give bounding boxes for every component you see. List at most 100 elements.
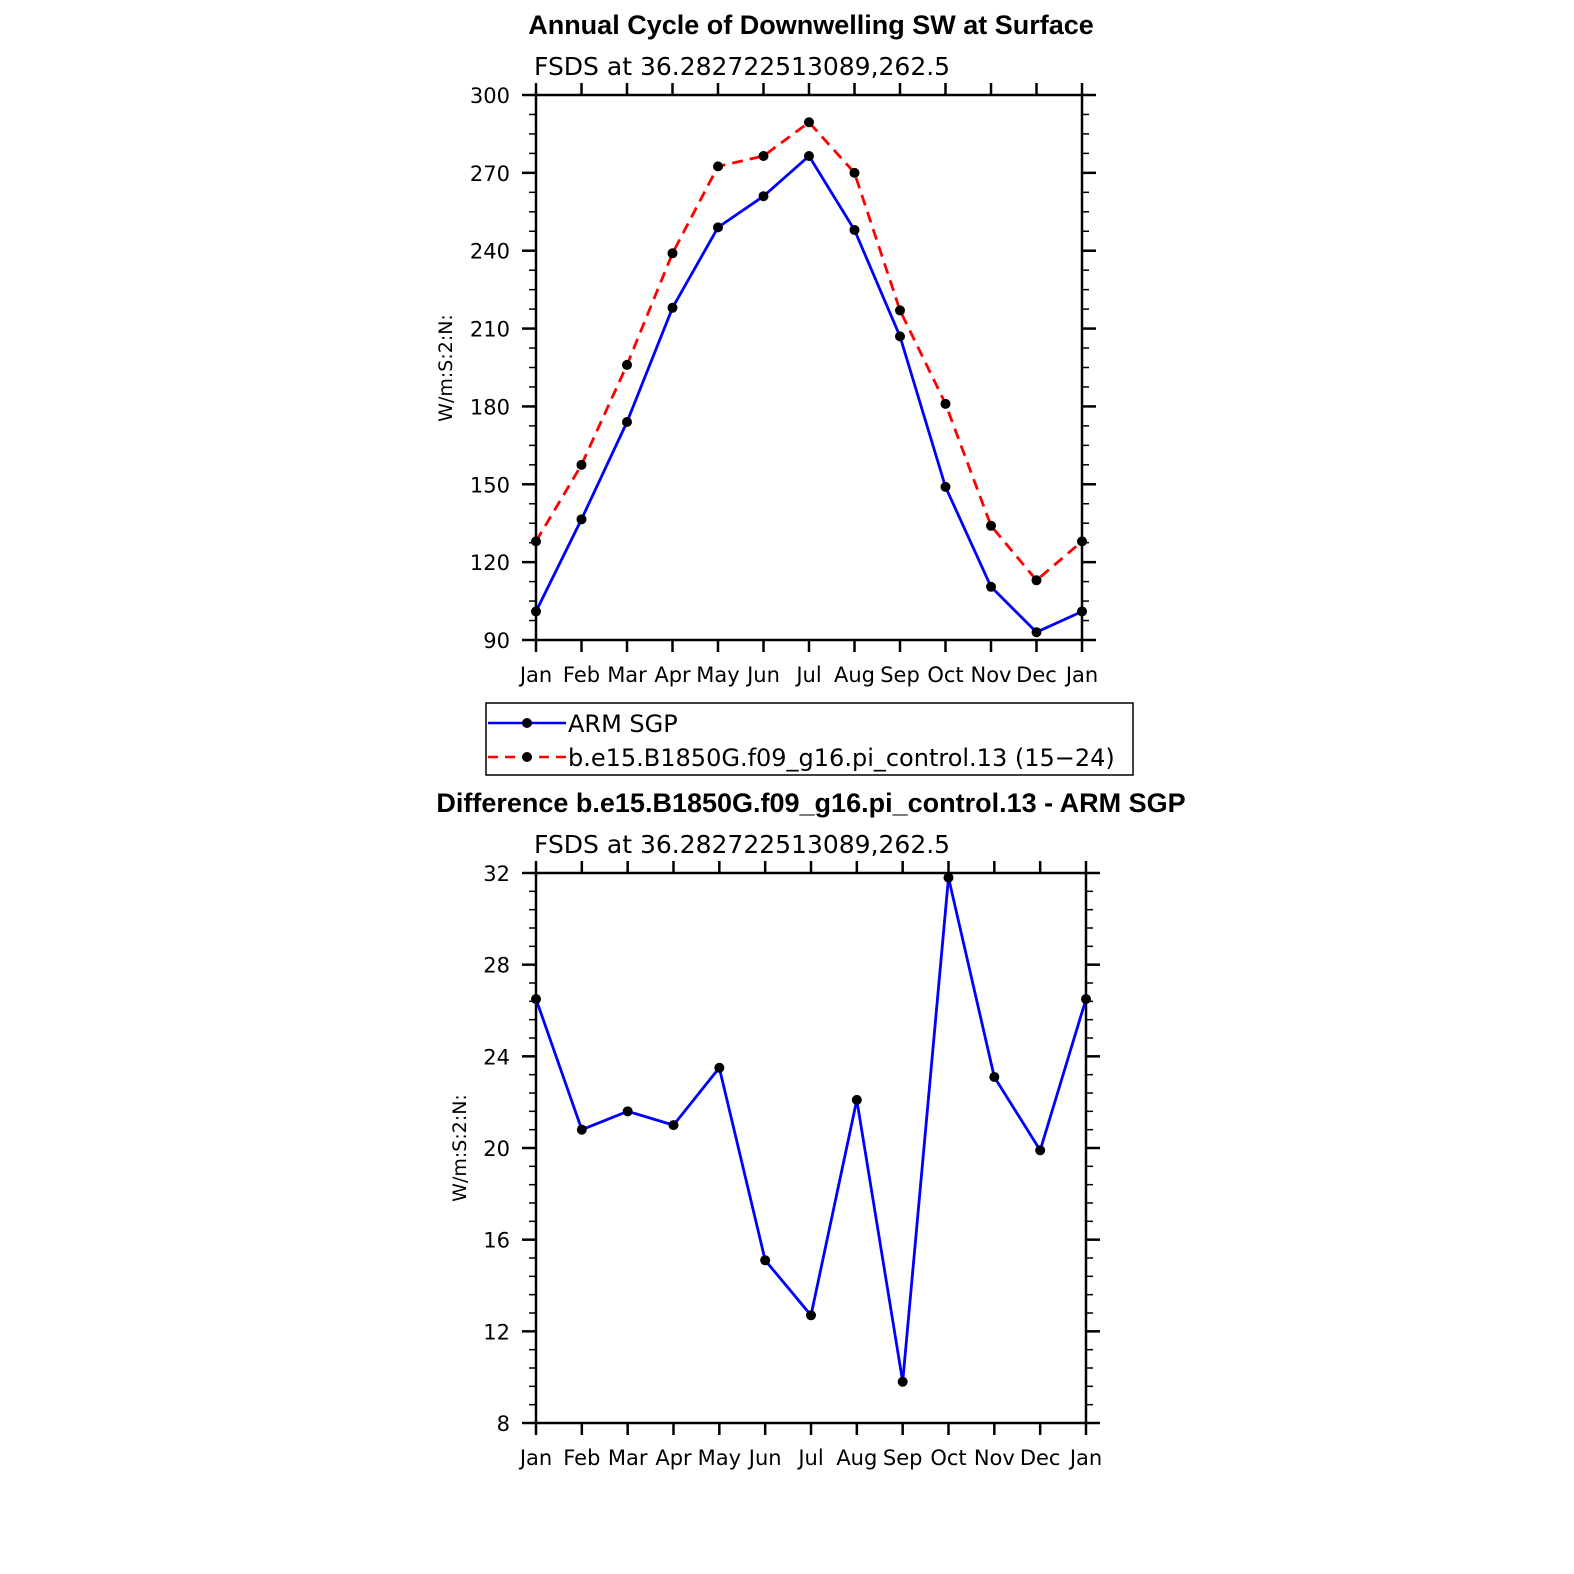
y-tick-label: 32 (483, 862, 510, 886)
x-tick-label: Oct (930, 1446, 966, 1470)
x-tick-label: Sep (880, 663, 920, 687)
x-tick-label: Jun (747, 1446, 782, 1470)
x-tick-label: Mar (607, 663, 647, 687)
data-point (1081, 994, 1091, 1005)
data-point (622, 1106, 633, 1117)
y-axis-label: W/m:S:2:N: (449, 1094, 471, 1202)
data-point (1031, 575, 1042, 586)
data-point (849, 167, 860, 178)
x-tick-label: Mar (608, 1446, 648, 1470)
data-point (531, 994, 541, 1005)
y-tick-label: 120 (470, 551, 510, 575)
y-tick-label: 150 (470, 473, 510, 497)
x-tick-label: Dec (1020, 1446, 1061, 1470)
x-tick-label: Aug (836, 1446, 877, 1470)
y-axis-label: W/m:S:2:N: (435, 314, 457, 422)
y-tick-label: 28 (483, 954, 510, 978)
legend-box (485, 702, 1134, 776)
y-tick-label: 300 (470, 84, 510, 108)
annual-cycle-chart: Annual Cycle of Downwelling SW at Surfac… (435, 10, 1098, 687)
data-point (576, 514, 587, 525)
data-point (1031, 627, 1042, 638)
x-tick-label: Dec (1016, 663, 1057, 687)
x-tick-label: Jun (745, 663, 780, 687)
data-point (940, 398, 951, 409)
data-point (849, 224, 860, 235)
x-tick-label: Nov (971, 663, 1012, 687)
legend-entry-model: b.e15.B1850G.f09_g16.pi_control.13 (15−2… (488, 744, 1115, 772)
y-tick-label: 240 (470, 240, 510, 264)
plot-frame (534, 93, 1084, 642)
data-point (986, 520, 996, 531)
data-point (986, 581, 996, 592)
data-point (713, 222, 723, 233)
data-point (940, 481, 951, 492)
data-point (622, 359, 632, 370)
series-group (531, 117, 1087, 638)
data-point (1035, 1145, 1046, 1156)
data-point (895, 331, 905, 342)
x-tick-label: Apr (655, 1446, 692, 1470)
x-tick-label: May (696, 663, 739, 687)
y-tick-label: 180 (470, 395, 510, 419)
chart-subtitle: FSDS at 36.282722513089,262.5 (534, 52, 950, 81)
chart-title: Difference b.e15.B1850G.f09_g16.pi_contr… (436, 788, 1185, 818)
difference-chart: Difference b.e15.B1850G.f09_g16.pi_contr… (436, 788, 1185, 1470)
series-line (534, 120, 1083, 582)
data-point (531, 536, 541, 547)
data-point (1077, 606, 1087, 617)
legend: ARM SGP b.e15.B1850G.f09_g16.pi_control.… (485, 702, 1134, 776)
x-tick-label: Apr (654, 663, 691, 687)
series-line (534, 154, 1083, 634)
y-tick-label: 8 (497, 1412, 510, 1436)
data-point (622, 417, 632, 427)
data-point (668, 1120, 679, 1131)
axes: Jan Feb Mar Apr May Jun Jul Aug Sep Oct Nov Dec Jan 9… (470, 83, 1098, 687)
y-tick-label: 12 (483, 1320, 510, 1344)
data-point (806, 1310, 816, 1321)
x-tick-label: May (698, 1446, 741, 1470)
x-tick-label: Feb (563, 663, 600, 687)
legend-marker (522, 718, 532, 728)
data-point (531, 606, 541, 617)
data-point (758, 150, 769, 161)
x-tick-label: Sep (883, 1446, 923, 1470)
x-tick-label: Jan (1068, 1446, 1102, 1470)
y-tick-label: 210 (470, 318, 510, 342)
y-tick-label: 20 (483, 1137, 510, 1161)
data-point (1077, 536, 1087, 547)
y-tick-label: 24 (483, 1045, 510, 1069)
data-point (851, 1094, 862, 1105)
series-group (531, 872, 1091, 1387)
x-tick-label: Jan (518, 1446, 552, 1470)
x-tick-label: Jan (1064, 663, 1098, 687)
legend-marker (522, 752, 532, 762)
data-point (804, 150, 814, 161)
y-tick-label: 270 (470, 162, 510, 186)
x-tick-label: Nov (974, 1446, 1015, 1470)
x-tick-label: Jan (518, 663, 552, 687)
data-point (895, 305, 905, 316)
axes: Jan Feb Mar Apr May Jun Jul Aug Sep Oct Nov Dec Jan 8… (483, 861, 1102, 1470)
data-point (758, 191, 769, 202)
x-tick-label: Jul (794, 663, 821, 687)
data-point (576, 1124, 587, 1135)
data-point (667, 302, 678, 313)
data-point (713, 161, 723, 172)
legend-entry-arm-sgp: ARM SGP (488, 710, 678, 738)
data-point (989, 1071, 1000, 1082)
data-point (943, 872, 954, 883)
y-tick-label: 16 (483, 1229, 510, 1253)
data-point (804, 117, 814, 128)
data-point (576, 459, 587, 470)
legend-label: b.e15.B1850G.f09_g16.pi_control.13 (15−2… (568, 744, 1115, 772)
x-tick-label: Jul (796, 1446, 823, 1470)
series-line (534, 876, 1088, 1384)
data-point (897, 1376, 908, 1387)
chart-subtitle: FSDS at 36.282722513089,262.5 (534, 830, 950, 859)
y-tick-label: 90 (483, 629, 510, 653)
legend-label: ARM SGP (568, 710, 678, 738)
x-tick-label: Feb (563, 1446, 600, 1470)
data-point (714, 1062, 725, 1073)
